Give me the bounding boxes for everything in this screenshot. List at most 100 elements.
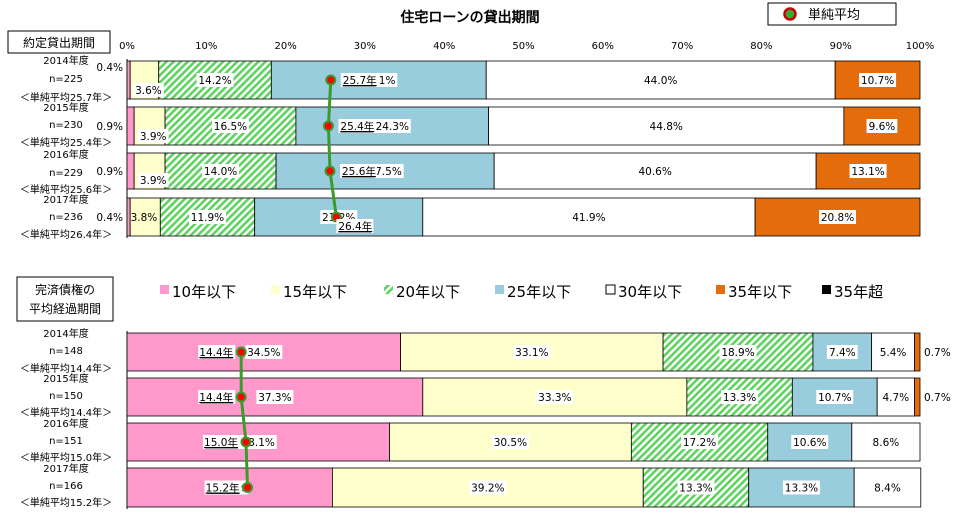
- data-label: 13.3%: [785, 483, 818, 495]
- data-label: 0.4%: [96, 62, 123, 74]
- data-label-bg: [819, 210, 857, 224]
- category-label: n=151: [49, 436, 83, 447]
- data-label-bg: [491, 435, 529, 449]
- average-label: 14.4年: [199, 346, 233, 359]
- data-label: 0.4%: [96, 212, 123, 224]
- data-label-bg: [791, 435, 829, 449]
- legend-swatch: [384, 285, 393, 294]
- category-label: ＜単純平均26.4年＞: [20, 228, 112, 241]
- data-label: 3.8%: [131, 212, 158, 224]
- average-marker: [235, 346, 247, 358]
- category-label: 2014年度: [43, 54, 88, 67]
- data-label: 13.3%: [723, 392, 756, 404]
- data-label-bg: [677, 480, 715, 495]
- average-label-bg: [204, 480, 242, 495]
- bar-segment-band-6: [914, 377, 921, 417]
- average-legend-box: [767, 2, 897, 26]
- legend-label: 10年以下: [172, 283, 236, 301]
- category-label: ＜単純平均25.6年＞: [20, 183, 112, 196]
- data-label: 14.0%: [204, 166, 237, 178]
- category-label: ＜単純平均14.4年＞: [20, 362, 112, 375]
- data-label-bg: [647, 119, 685, 133]
- bar-segment-band-1: [126, 60, 131, 100]
- average-legend: 単純平均: [767, 2, 897, 26]
- data-label: 16.5%: [214, 121, 247, 133]
- legend-label: 35年以下: [728, 283, 792, 301]
- data-label: 8.6%: [873, 437, 900, 449]
- x-tick-label: 50%: [512, 41, 534, 52]
- bar-segment-band-1: [126, 106, 135, 146]
- average-marker: [322, 120, 334, 132]
- data-label-bg: [826, 345, 858, 359]
- bar-segment-band-3: [662, 332, 814, 372]
- data-label-bg: [880, 390, 912, 404]
- data-label-bg: [513, 345, 551, 359]
- data-label: 34.5%: [247, 347, 280, 359]
- average-label: 26.4年: [338, 220, 372, 233]
- bar-segment-band-2: [129, 197, 161, 237]
- data-label-bg: [256, 390, 294, 404]
- data-label: 0.9%: [96, 121, 123, 133]
- data-label: 9.6%: [869, 121, 896, 133]
- category-label: ＜単純平均25.4年＞: [20, 136, 112, 149]
- average-label: 14.4年: [199, 391, 233, 404]
- data-label: 17.2%: [683, 437, 716, 449]
- x-tick-label: 20%: [274, 41, 296, 52]
- category-label: n=236: [49, 212, 83, 223]
- average-label-bg: [338, 119, 376, 133]
- average-marker: [242, 482, 254, 493]
- data-label-bg: [373, 119, 411, 133]
- data-label-bg: [636, 164, 674, 178]
- category-label: 2017年度: [43, 193, 88, 206]
- section-label: 完済債権の: [35, 282, 95, 297]
- chart-title: 住宅ローンの貸出期間: [400, 9, 539, 26]
- data-label: 24.3%: [376, 121, 409, 133]
- data-label-bg: [202, 164, 240, 178]
- legend: 10年以下 15年以下 20年以下 25年以下 30年以下 35年以下 35年超: [160, 283, 883, 301]
- data-label: 14.2%: [198, 75, 231, 87]
- average-label: 25.6年: [342, 165, 376, 178]
- x-tick-label: 30%: [354, 41, 376, 52]
- data-label: 18.9%: [721, 347, 754, 359]
- data-label: 10.7%: [818, 392, 851, 404]
- average-label-bg: [336, 219, 374, 233]
- average-line: [326, 79, 338, 218]
- average-line: [239, 352, 250, 488]
- data-label-bg: [849, 164, 887, 178]
- x-tick-label: 60%: [592, 41, 614, 52]
- x-tick-label: 10%: [195, 41, 217, 52]
- legend-label: 25年以下: [507, 283, 571, 301]
- category-label: ＜単純平均15.0年＞: [20, 451, 112, 464]
- legend-swatch: [160, 285, 169, 294]
- data-label: 0.7%: [924, 347, 951, 359]
- category-label: ＜単純平均25.7年＞: [20, 91, 112, 104]
- legend-swatch: [605, 284, 616, 295]
- data-label: 40.6%: [638, 166, 671, 178]
- x-tick-label: 100%: [906, 41, 935, 52]
- legend-label: 15年以下: [283, 283, 347, 301]
- category-label: n=230: [49, 120, 83, 131]
- section-label: 平均経過期間: [29, 302, 101, 316]
- section-label-box: [7, 30, 111, 54]
- data-label: 13.1%: [851, 166, 884, 178]
- data-label-bg: [866, 119, 898, 133]
- data-label: 13.3%: [679, 483, 712, 495]
- data-label: 3.9%: [140, 131, 167, 143]
- data-label: 10.7%: [861, 75, 894, 87]
- data-label: 44.8%: [650, 121, 683, 133]
- legend-swatch: [716, 285, 725, 294]
- data-label: 11.9%: [191, 212, 224, 224]
- average-label: 15.2年: [206, 482, 240, 495]
- category-label: 2014年度: [43, 327, 88, 340]
- average-label: 15.0年: [204, 436, 238, 449]
- data-label-bg: [245, 345, 283, 359]
- data-label-bg: [137, 173, 169, 187]
- x-tick-label: 0%: [119, 41, 135, 52]
- section-contract-term: 約定貸出期間 2014年度 n=225 ＜単純平均25.7年＞2015年度 n=230 ＜…: [7, 30, 921, 241]
- data-label-bg: [877, 345, 909, 359]
- data-label: 39.2%: [471, 483, 504, 495]
- category-label: 2015年度: [43, 101, 88, 114]
- category-label: 2016年度: [43, 148, 88, 161]
- data-label: 5.4%: [880, 347, 907, 359]
- data-label: 10.6%: [793, 437, 826, 449]
